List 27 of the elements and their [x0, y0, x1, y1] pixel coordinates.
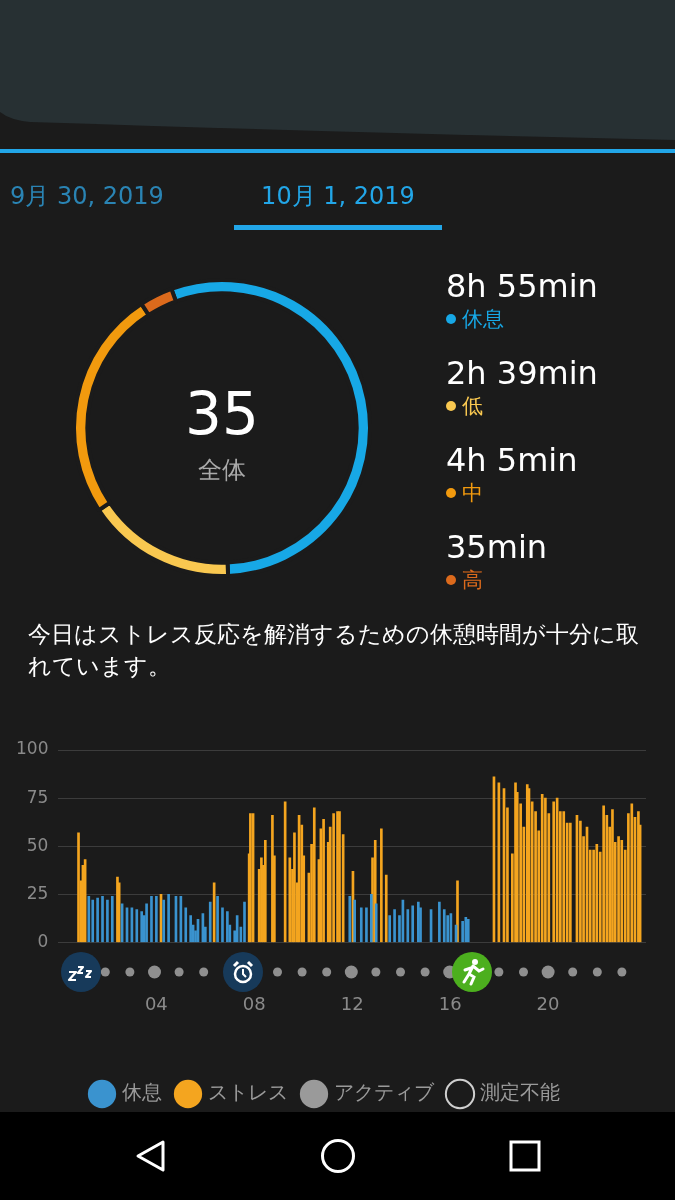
legend-label: 休息 — [462, 306, 504, 332]
x-tick-label: 20 — [536, 992, 560, 1014]
y-tick-label: 75 — [26, 786, 49, 807]
legend-label: ストレス — [208, 1080, 288, 1105]
text: 全体 — [197, 455, 247, 486]
x-tick-label: 08 — [242, 992, 266, 1014]
y-tick-label: 50 — [26, 834, 49, 855]
y-tick-label: 0 — [37, 930, 49, 951]
y-tick-label: 25 — [26, 882, 49, 903]
legend-label: 休息 — [122, 1080, 162, 1105]
text: 4h 5min — [446, 440, 579, 480]
chart-title: 10月 1, 2019 — [260, 181, 416, 212]
text: 9月 30, 2019 — [10, 181, 164, 212]
text: 8h 55min — [446, 266, 598, 306]
text: 35 — [184, 380, 260, 448]
y-tick-label: 100 — [15, 738, 49, 759]
legend-label: 中 — [462, 480, 483, 506]
text: 今日はストレス反応を解消するための休憩時間が十分に取れています。 — [28, 620, 640, 681]
legend-label: 高 — [462, 567, 483, 593]
x-tick-label: 16 — [438, 992, 462, 1014]
legend-label: 低 — [462, 393, 483, 419]
legend-label: アクティブ — [334, 1080, 435, 1105]
legend-label: 測定不能 — [480, 1080, 560, 1105]
text: 35min — [446, 527, 549, 567]
x-tick-label: 04 — [144, 992, 168, 1014]
text: 2h 39min — [446, 353, 598, 393]
x-tick-label: 12 — [340, 992, 364, 1014]
